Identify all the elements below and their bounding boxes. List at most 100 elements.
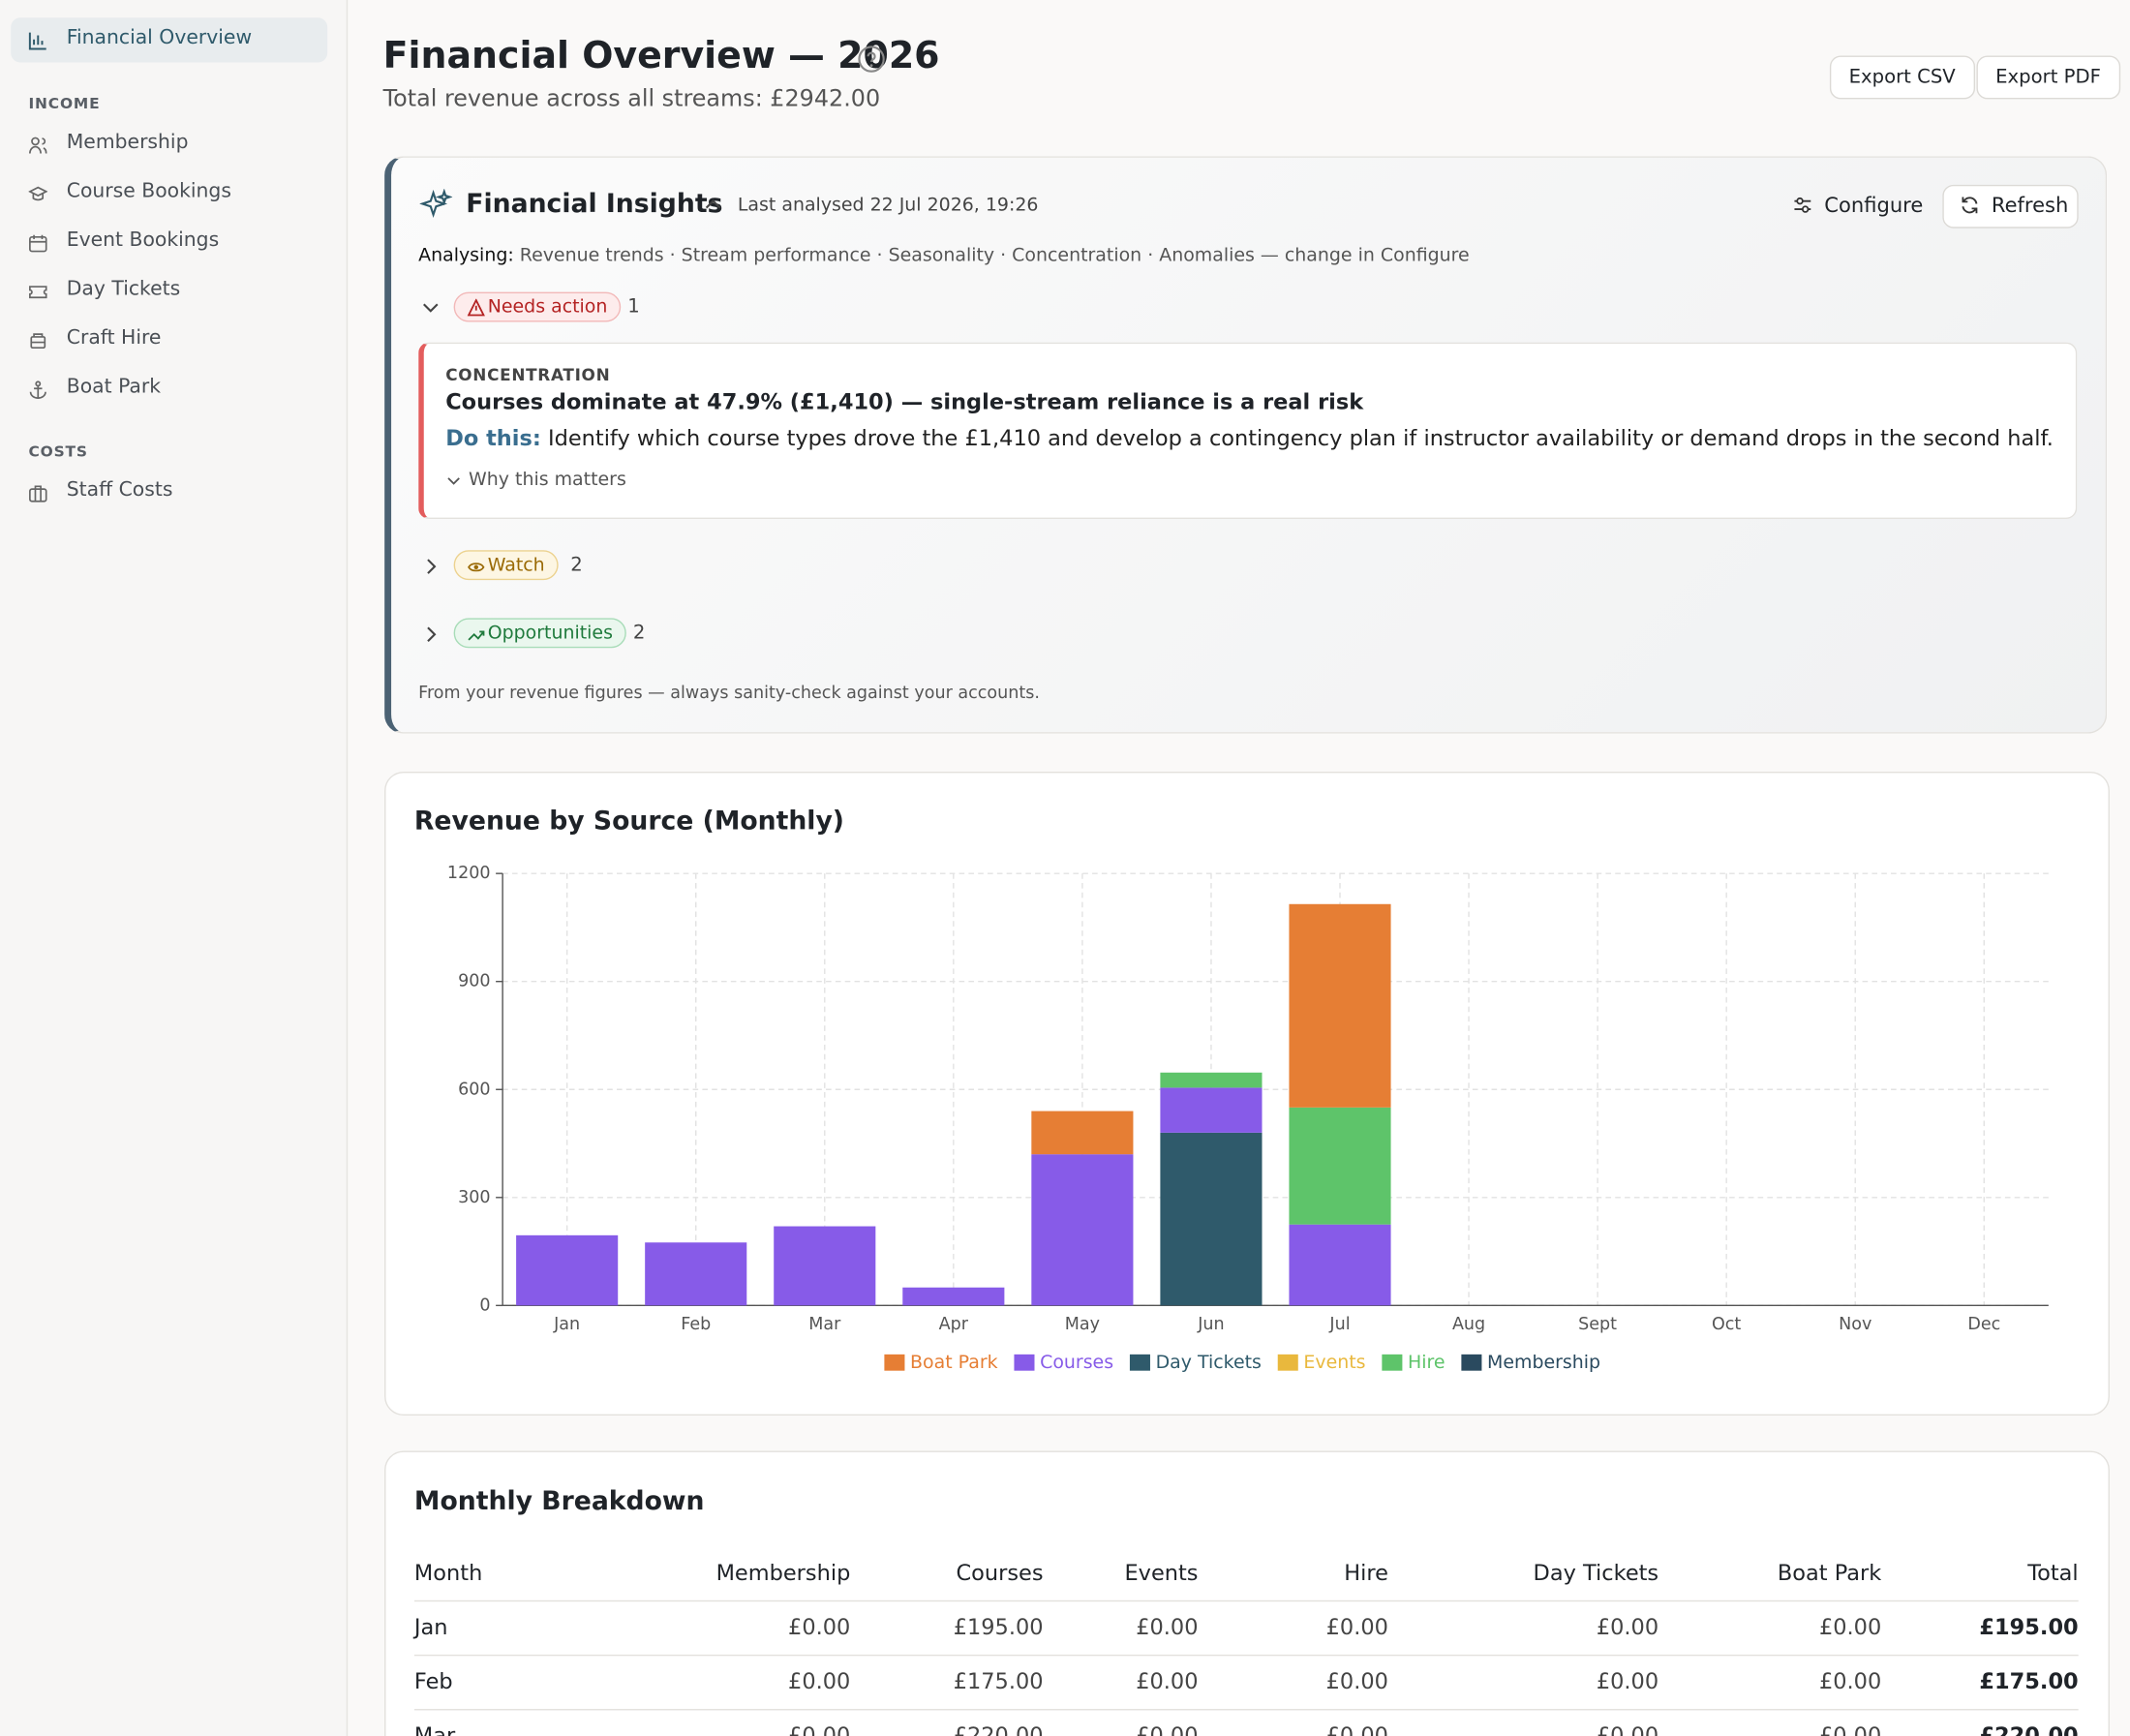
icon	[30, 333, 46, 350]
analysing-label: Analysing:	[418, 244, 514, 266]
legend-label: Boat Park	[910, 1352, 998, 1373]
nav-item[interactable]: Membership	[66, 132, 189, 154]
row-divider	[413, 1654, 2079, 1657]
x-tick-label: Oct	[1712, 1315, 1741, 1334]
insight-card	[418, 342, 2078, 519]
x-tick-label: Dec	[1967, 1315, 2000, 1334]
y-tick-label: 900	[458, 972, 490, 991]
bar-segment	[1160, 1087, 1263, 1133]
table-cell: Feb	[413, 1667, 453, 1694]
bar-segment	[516, 1234, 619, 1306]
x-tick-label: Sept	[1578, 1315, 1617, 1334]
table-card	[384, 1450, 2110, 1736]
bar-segment	[1289, 903, 1391, 1108]
chevron	[447, 477, 460, 485]
legend-swatch	[1014, 1354, 1035, 1371]
trend-icon	[468, 630, 485, 641]
table-cell: £195.00	[1979, 1613, 2079, 1640]
sidebar: Financial Overview INCOME Membership Cou…	[0, 0, 349, 1736]
nav-item[interactable]: Financial Overview	[66, 27, 253, 49]
table-cell: £0.00	[788, 1613, 851, 1640]
table-cell: £220.00	[1979, 1722, 2079, 1736]
legend-swatch	[884, 1354, 905, 1371]
bar-segment	[1031, 1154, 1134, 1306]
icon	[29, 234, 47, 253]
column-header: Events	[1124, 1559, 1199, 1586]
table-cell: Mar	[413, 1722, 456, 1736]
do-text: Identify which course types drove the £1…	[547, 425, 2054, 451]
nav-item[interactable]: Course Bookings	[66, 180, 231, 203]
y-tick-label: 300	[458, 1188, 490, 1207]
insight-action: Do this: Identify which course types dro…	[445, 425, 2054, 451]
chevron[interactable]	[421, 557, 441, 576]
table-cell: £0.00	[1136, 1613, 1199, 1640]
nav-item[interactable]: Day Tickets	[66, 278, 181, 301]
export-csv-button[interactable]: Export CSV	[1829, 55, 1975, 100]
x-tick-label: Apr	[939, 1315, 969, 1334]
group-count: 1	[627, 295, 640, 319]
column-header: Boat Park	[1777, 1559, 1882, 1586]
nav-section: COSTS	[28, 442, 88, 461]
legend-label: Courses	[1040, 1352, 1113, 1373]
table-cell: £220.00	[953, 1722, 1044, 1736]
active-nav[interactable]	[11, 17, 328, 63]
table-cell: £0.00	[1136, 1667, 1199, 1694]
chevron[interactable]	[421, 297, 441, 317]
legend-swatch	[1382, 1354, 1403, 1371]
table-cell: £0.00	[1818, 1722, 1882, 1736]
icon	[28, 32, 46, 50]
x-tick-label: Jul	[1328, 1315, 1350, 1334]
nav-item[interactable]: Craft Hire	[66, 327, 162, 350]
row-divider	[413, 1599, 2079, 1602]
table-cell: £0.00	[1325, 1667, 1388, 1694]
x-tick-label: Nov	[1839, 1315, 1871, 1334]
column-header: Total	[2027, 1559, 2079, 1586]
nav-item[interactable]: Event Bookings	[66, 229, 220, 252]
chevron[interactable]	[421, 624, 441, 644]
group-count: 2	[632, 622, 646, 645]
table-cell: £0.00	[1325, 1722, 1388, 1736]
bar-segment	[1031, 1111, 1134, 1155]
nav-item[interactable]: Staff Costs	[66, 479, 173, 502]
x-tick-label: Mar	[808, 1315, 841, 1334]
insights-footnote: From your revenue figures — always sanit…	[418, 682, 1040, 703]
refresh-icon	[1962, 197, 1978, 214]
x-tick-label: Aug	[1452, 1315, 1485, 1334]
eye-icon	[468, 563, 485, 572]
legend-swatch	[1277, 1354, 1298, 1371]
export-pdf-button[interactable]: Export PDF	[1976, 55, 2120, 100]
table-cell: £175.00	[1979, 1667, 2079, 1694]
bar-segment	[1289, 1107, 1391, 1225]
sparkle-icon	[419, 189, 453, 219]
table-cell: £0.00	[788, 1722, 851, 1736]
y-tick-label: 1200	[447, 864, 491, 883]
configure-button[interactable]: Configure	[1824, 193, 1924, 218]
insight-tag: CONCENTRATION	[445, 365, 611, 385]
collapse-icon[interactable]	[704, 196, 723, 215]
legend-label: Hire	[1408, 1352, 1445, 1373]
table-cell: £195.00	[953, 1613, 1044, 1640]
bar-segment	[774, 1226, 876, 1306]
do-label: Do this:	[445, 425, 541, 451]
page-title: Financial Overview — 2026	[382, 35, 940, 77]
legend-label: Membership	[1487, 1352, 1600, 1373]
legend-label: Events	[1303, 1352, 1365, 1373]
legend-label: Day Tickets	[1156, 1352, 1262, 1373]
legend-swatch	[1129, 1354, 1150, 1371]
column-header: Day Tickets	[1533, 1559, 1659, 1586]
needs-action-badge[interactable]: Needs action	[453, 291, 622, 322]
refresh-button[interactable]	[1942, 184, 2079, 228]
nav-item[interactable]: Boat Park	[66, 376, 162, 399]
nav-section: INCOME	[28, 95, 101, 113]
column-header: Courses	[956, 1559, 1044, 1586]
icon	[29, 137, 47, 154]
group-count: 2	[570, 554, 583, 576]
x-tick-label: Jan	[553, 1315, 580, 1334]
help-icon[interactable]	[857, 45, 885, 73]
table-cell: £0.00	[1818, 1613, 1882, 1640]
why-toggle[interactable]: Why this matters	[469, 469, 626, 491]
x-tick-label: Jun	[1197, 1315, 1224, 1334]
